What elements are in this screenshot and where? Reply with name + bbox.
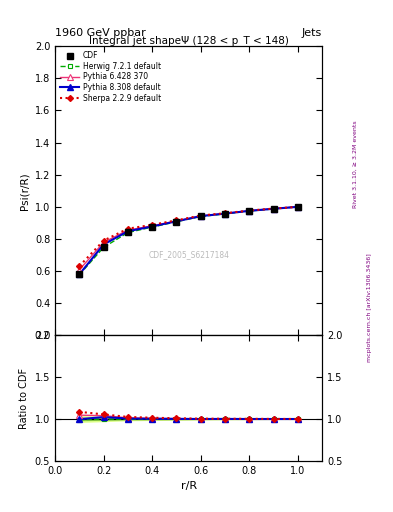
- X-axis label: r/R: r/R: [180, 481, 197, 491]
- Text: mcplots.cern.ch [arXiv:1306.3436]: mcplots.cern.ch [arXiv:1306.3436]: [367, 253, 372, 361]
- Text: Rivet 3.1.10, ≥ 3.2M events: Rivet 3.1.10, ≥ 3.2M events: [353, 120, 358, 208]
- Text: 1960 GeV ppbar: 1960 GeV ppbar: [55, 28, 146, 38]
- Legend: CDF, Herwig 7.2.1 default, Pythia 6.428 370, Pythia 8.308 default, Sherpa 2.2.9 : CDF, Herwig 7.2.1 default, Pythia 6.428 …: [57, 48, 164, 105]
- Text: CDF_2005_S6217184: CDF_2005_S6217184: [148, 250, 229, 259]
- Y-axis label: Ratio to CDF: Ratio to CDF: [19, 368, 29, 429]
- Title: Integral jet shapeΨ (128 < p_T < 148): Integral jet shapeΨ (128 < p_T < 148): [89, 35, 288, 46]
- Text: Jets: Jets: [302, 28, 322, 38]
- Y-axis label: Psi(r/R): Psi(r/R): [19, 172, 29, 209]
